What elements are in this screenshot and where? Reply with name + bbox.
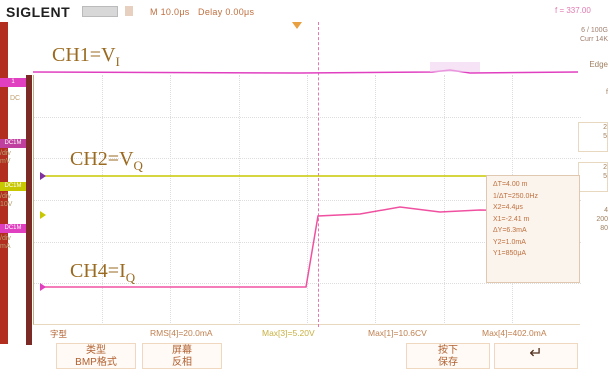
trigger-position-marker[interactable] bbox=[292, 22, 302, 29]
channel-offset-rail bbox=[26, 75, 32, 345]
right-button-2-top: 2 bbox=[603, 164, 607, 171]
ch4-trace bbox=[40, 206, 579, 288]
x2-value: X2=4.4μs bbox=[493, 204, 523, 211]
softkey-return[interactable]: ↵ bbox=[494, 343, 578, 369]
grid-line bbox=[34, 117, 581, 118]
ch4-ground-marker bbox=[40, 283, 46, 291]
delta-y: ΔY=6.3mA bbox=[493, 227, 527, 234]
ch3-ground-marker bbox=[40, 211, 46, 219]
trigger-frequency: f = 337.00 bbox=[555, 6, 591, 15]
y2-value: Y2=1.0mA bbox=[493, 238, 526, 246]
top-status-bar: SIGLENT M 10.0μs Delay 0.00μs f = 337.00 bbox=[0, 0, 608, 22]
right-button-3[interactable]: 4 200 80 bbox=[578, 206, 608, 233]
ch4-label-sub: Q bbox=[125, 270, 136, 285]
softkey-invert[interactable]: 屏幕 反相 bbox=[142, 343, 222, 369]
ch4-scale-value: mA bbox=[0, 243, 11, 250]
softkey-type-value: BMP格式 bbox=[75, 357, 117, 368]
softkey-type[interactable]: 类型 BMP格式 bbox=[56, 343, 136, 369]
y1-value: Y1=850μA bbox=[493, 250, 527, 257]
ch1-coupling: DC bbox=[10, 95, 21, 102]
right-label: f bbox=[606, 89, 608, 96]
waveform-thumbnail-icon bbox=[82, 6, 118, 17]
ch2-scale-value: mV bbox=[0, 158, 11, 165]
delay-value: Delay 0.00μs bbox=[198, 7, 255, 17]
ch3-scale-value: 10V bbox=[0, 201, 13, 208]
ch1-label-sub: I bbox=[115, 54, 120, 69]
softkey-invert-value: 反相 bbox=[172, 357, 192, 368]
right-button-3-top: 4 bbox=[604, 207, 608, 214]
ch4-scale-unit: /div bbox=[0, 235, 11, 242]
right-button-2-bottom: 5 bbox=[603, 173, 607, 180]
max-ch4: Max[4]=402.0mA bbox=[482, 328, 547, 338]
cursor-measurement-panel: ΔT=4.00 m 1/ΔT=250.0Hz X2=4.4μs X1=-2.41… bbox=[486, 175, 580, 283]
ch3-tag[interactable]: DC1M bbox=[0, 182, 26, 191]
ch1-glitch bbox=[430, 62, 480, 72]
ch1-label-main: CH1=V bbox=[52, 44, 116, 66]
return-icon: ↵ bbox=[529, 345, 543, 362]
ch1-label: CH1=VI bbox=[52, 44, 120, 70]
trigger-type[interactable]: Edge bbox=[589, 60, 608, 69]
ch2-label-main: CH2=V bbox=[70, 148, 134, 170]
right-button-1-bottom: 5 bbox=[603, 133, 607, 140]
ch2-scale-unit: /div bbox=[0, 150, 11, 157]
inverse-delta-t: 1/ΔT=250.0Hz bbox=[493, 192, 538, 200]
ch2-scale: /div mV bbox=[0, 150, 26, 166]
sample-info: 6 / 100G Curr 14K bbox=[555, 26, 608, 44]
right-button-1-top: 2 bbox=[603, 124, 607, 131]
timebase-value: M 10.0μs bbox=[150, 7, 190, 17]
timebase-readout[interactable]: M 10.0μs Delay 0.00μs bbox=[150, 7, 254, 17]
softkey-save[interactable]: 按下 保存 bbox=[406, 343, 490, 369]
ch4-tag[interactable]: DC1M bbox=[0, 224, 26, 233]
ch1-tag[interactable]: 1 bbox=[0, 78, 26, 87]
cursor-line[interactable] bbox=[318, 22, 319, 327]
right-button-3-mid: 200 bbox=[596, 216, 608, 223]
ch4-scale: /div mA bbox=[0, 235, 26, 251]
softkey-invert-title: 屏幕 bbox=[172, 345, 192, 356]
softkey-type-title: 类型 bbox=[86, 345, 106, 356]
ch3-scale: /div 10V bbox=[0, 193, 26, 209]
max-ch1: Max[1]=10.6CV bbox=[368, 328, 427, 338]
grid-line bbox=[34, 158, 581, 159]
grid-line bbox=[34, 242, 581, 243]
grid-line bbox=[34, 200, 581, 201]
ch4-label: CH4=IQ bbox=[70, 260, 135, 286]
grid-line bbox=[34, 283, 581, 284]
run-state-icon bbox=[125, 6, 133, 16]
rms-ch4: RMS[4]=20.0mA bbox=[150, 328, 213, 338]
softkey-save-value: 保存 bbox=[438, 357, 458, 368]
ch2-ground-marker bbox=[40, 172, 46, 180]
softkey-save-title: 按下 bbox=[438, 345, 458, 356]
ch2-label-sub: Q bbox=[133, 158, 143, 173]
sample-rate-text: 6 / 100G bbox=[581, 27, 608, 34]
brand-logo: SIGLENT bbox=[6, 4, 71, 20]
x1-value: X1=-2.41 m bbox=[493, 215, 530, 223]
storage-label: 字型 bbox=[50, 329, 68, 339]
ch3-scale-unit: /div bbox=[0, 193, 11, 200]
ch2-tag[interactable]: DC1M bbox=[0, 139, 26, 148]
ch1-trace bbox=[32, 69, 579, 74]
delta-t: ΔT=4.00 m bbox=[493, 181, 528, 188]
max-ch3: Max[3]=5.20V bbox=[262, 328, 315, 338]
right-button-3-bottom: 80 bbox=[600, 225, 608, 232]
ch4-label-main: CH4=I bbox=[70, 260, 126, 282]
ch2-label: CH2=VQ bbox=[70, 148, 143, 174]
memory-depth-text: Curr 14K bbox=[579, 36, 608, 43]
